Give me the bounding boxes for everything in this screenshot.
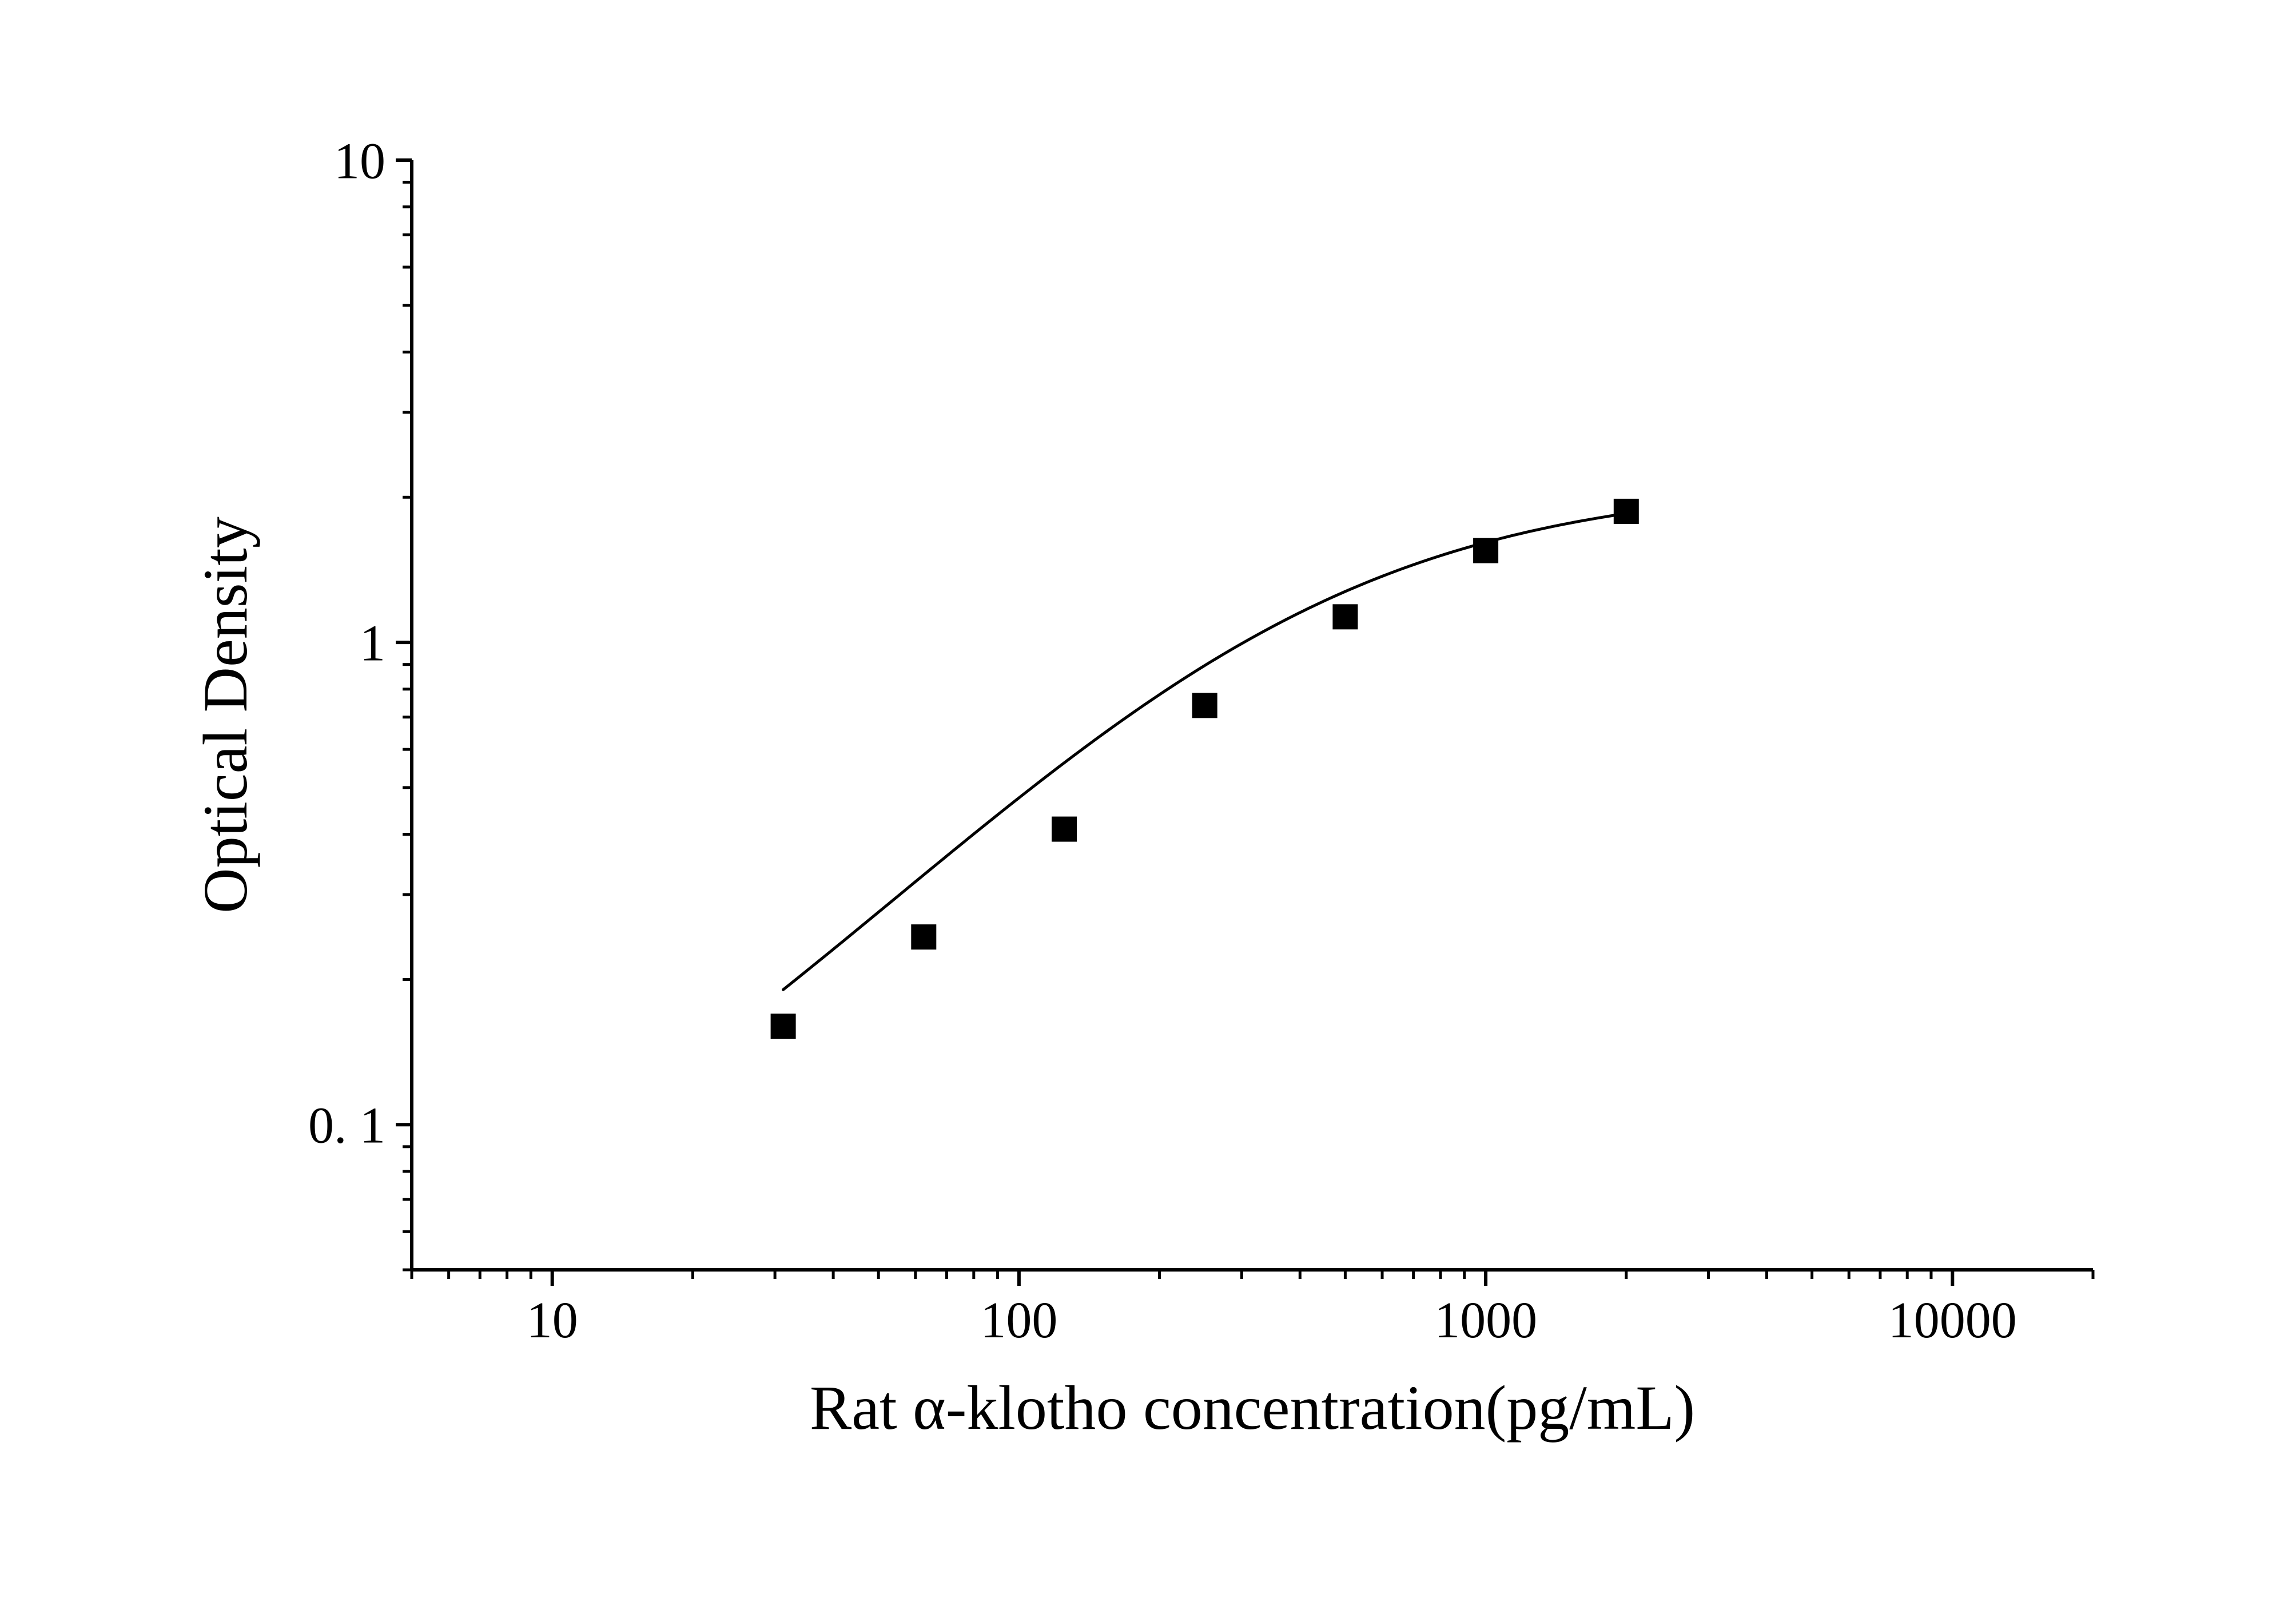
- y-tick-label: 0. 1: [308, 1098, 385, 1154]
- chart-svg: 10 100 1000 10000 0. 1 1 10 Rat α-klotho concen…: [0, 0, 2296, 1605]
- data-marker: [1473, 538, 1498, 563]
- chart-bg: [0, 0, 2296, 1605]
- data-marker: [911, 924, 936, 950]
- x-tick-label: 100: [980, 1292, 1057, 1349]
- y-tick-label: 10: [334, 133, 385, 190]
- x-tick-label: 1000: [1434, 1292, 1537, 1349]
- data-marker: [1614, 499, 1639, 524]
- x-tick-label: 10000: [1888, 1292, 2017, 1349]
- data-marker: [1052, 817, 1077, 842]
- data-marker: [771, 1014, 796, 1039]
- data-marker: [1332, 604, 1358, 629]
- y-tick-label: 1: [360, 615, 385, 672]
- chart-container: 10 100 1000 10000 0. 1 1 10 Rat α-klotho concen…: [0, 0, 2296, 1605]
- y-axis-label: Optical Density: [190, 517, 260, 913]
- data-marker: [1192, 693, 1217, 718]
- x-axis-label: Rat α-klotho concentration(pg/mL): [810, 1373, 1695, 1443]
- x-tick-label: 10: [527, 1292, 578, 1349]
